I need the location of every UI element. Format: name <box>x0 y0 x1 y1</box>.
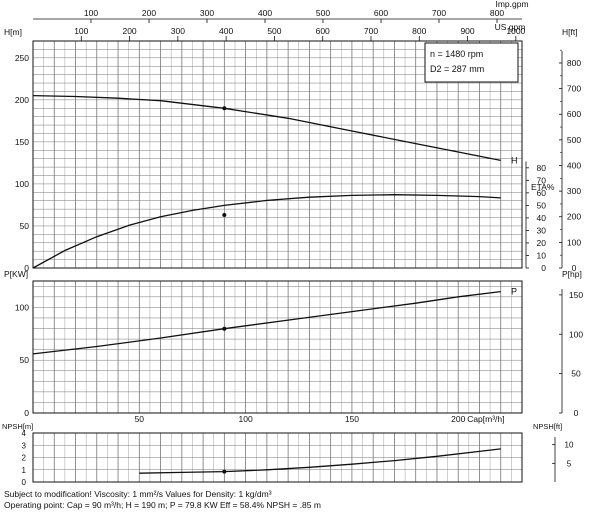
capacity-tick-label: 150 <box>345 414 359 424</box>
head-ft-axis-label: H[ft] <box>562 27 578 37</box>
eta-tick-label: 10 <box>537 250 547 260</box>
head-panel-frame <box>32 40 523 269</box>
us-gpm-tick-label: 500 <box>267 26 281 36</box>
us-gpm-tick-label: 300 <box>171 26 185 36</box>
power-curve-label: P <box>511 287 517 297</box>
head-ft-tick-label: 600 <box>567 109 581 119</box>
imp-gpm-tick-label: 200 <box>142 8 156 18</box>
speed-label: n = 1480 rpm <box>430 49 483 59</box>
head-ft-tick-label: 200 <box>567 212 581 222</box>
eta-tick-label: 80 <box>537 163 547 173</box>
efficiency-operating-point <box>222 213 227 218</box>
us-gpm-tick-label: 400 <box>219 26 233 36</box>
npsh-m-tick-label: 3 <box>22 441 27 450</box>
power-panel-frame <box>32 280 523 414</box>
us-gpm-tick-label: 200 <box>122 26 136 36</box>
head-m-tick-label: 150 <box>15 137 29 147</box>
imp-gpm-tick-label: 500 <box>316 8 330 18</box>
eta-tick-label: 40 <box>537 213 547 223</box>
imp-gpm-label: Imp.gpm <box>495 0 528 9</box>
power-hp-tick-label: 50 <box>571 369 581 379</box>
imp-gpm-tick-label: 100 <box>84 8 98 18</box>
power-kw-tick-label: 100 <box>15 302 29 312</box>
power-kw-axis-label: P[KW] <box>4 269 28 279</box>
power-curve <box>32 290 501 355</box>
eta-axis-label: ETA% <box>531 182 555 192</box>
head-ft-tick-label: 400 <box>567 160 581 170</box>
npsh-ft-axis-label: NPSH[ft] <box>533 422 562 431</box>
eta-tick-label: 30 <box>537 225 547 235</box>
head-m-tick-label: 250 <box>15 53 29 63</box>
footer-conditions: Subject to modification! Viscosity: 1 mm… <box>4 489 272 499</box>
power-kw-tick-label: 50 <box>20 355 30 365</box>
npsh-curve <box>139 448 501 474</box>
power-hp-axis-label: P[hp] <box>562 269 582 279</box>
imp-gpm-tick-label: 700 <box>432 8 446 18</box>
head-ft-tick-label: 100 <box>567 237 581 247</box>
imp-gpm-tick-label: 400 <box>258 8 272 18</box>
us-gpm-tick-label: 1000 <box>506 26 525 36</box>
eta-tick-label: 60 <box>537 188 547 198</box>
imp-gpm-tick-label: 800 <box>490 8 504 18</box>
head-ft-tick-label: 700 <box>567 84 581 94</box>
imp-gpm-tick-label: 300 <box>200 8 214 18</box>
us-gpm-tick-label: 700 <box>364 26 378 36</box>
capacity-tick-label: 100 <box>239 414 253 424</box>
npsh-m-tick-label: 0 <box>22 478 27 487</box>
us-gpm-tick-label: 100 <box>74 26 88 36</box>
head-m-tick-label: 100 <box>15 179 29 189</box>
efficiency-curve <box>32 194 501 269</box>
eta-tick-label: 20 <box>537 238 547 248</box>
head-ft-tick-label: 800 <box>567 58 581 68</box>
head-m-tick-label: 200 <box>15 95 29 105</box>
npsh-m-tick-label: 1 <box>22 466 27 475</box>
head-operating-point <box>222 106 227 111</box>
us-gpm-tick-label: 600 <box>316 26 330 36</box>
us-gpm-tick-label: 900 <box>460 26 474 36</box>
us-gpm-label: US gpm <box>495 22 526 32</box>
power-hp-tick-label: 100 <box>569 329 583 339</box>
capacity-tick-label: 50 <box>135 414 145 424</box>
eta-tick-label: 70 <box>537 175 547 185</box>
capacity-tick-label: 200 <box>451 414 465 424</box>
head-ft-tick-label: 0 <box>572 263 577 273</box>
npsh-panel-frame <box>32 432 523 483</box>
npsh-m-tick-label: 4 <box>22 429 27 438</box>
footer-operating-point: Operating point: Cap = 90 m³/h; H = 190 … <box>4 500 321 510</box>
power-hp-tick-label: 0 <box>574 408 579 418</box>
capacity-axis-label: Cap[m³/h] <box>467 414 504 424</box>
head-ft-tick-label: 500 <box>567 135 581 145</box>
head-m-tick-label: 50 <box>20 221 30 231</box>
npsh-m-axis-label: NPSH[m] <box>2 422 33 431</box>
imp-gpm-tick-label: 600 <box>374 8 388 18</box>
eta-tick-label: 0 <box>541 263 546 273</box>
npsh-ft-tick-label: 10 <box>565 441 574 450</box>
npsh-m-tick-label: 2 <box>22 454 27 463</box>
head-curve <box>32 94 501 162</box>
us-gpm-tick-label: 800 <box>412 26 426 36</box>
head-m-axis-label: H[m] <box>4 27 22 37</box>
eta-tick-label: 50 <box>537 200 547 210</box>
head-m-tick-label: 0 <box>24 263 29 273</box>
power-operating-point <box>222 326 227 331</box>
npsh-operating-point <box>222 469 227 474</box>
head-ft-tick-label: 300 <box>567 186 581 196</box>
power-hp-tick-label: 150 <box>569 290 583 300</box>
head-curve-label: H <box>511 155 518 165</box>
info-box <box>424 42 519 83</box>
impeller-label: D2 = 287 mm <box>430 64 484 74</box>
npsh-ft-tick-label: 5 <box>567 459 572 468</box>
power-kw-tick-label: 0 <box>24 408 29 418</box>
